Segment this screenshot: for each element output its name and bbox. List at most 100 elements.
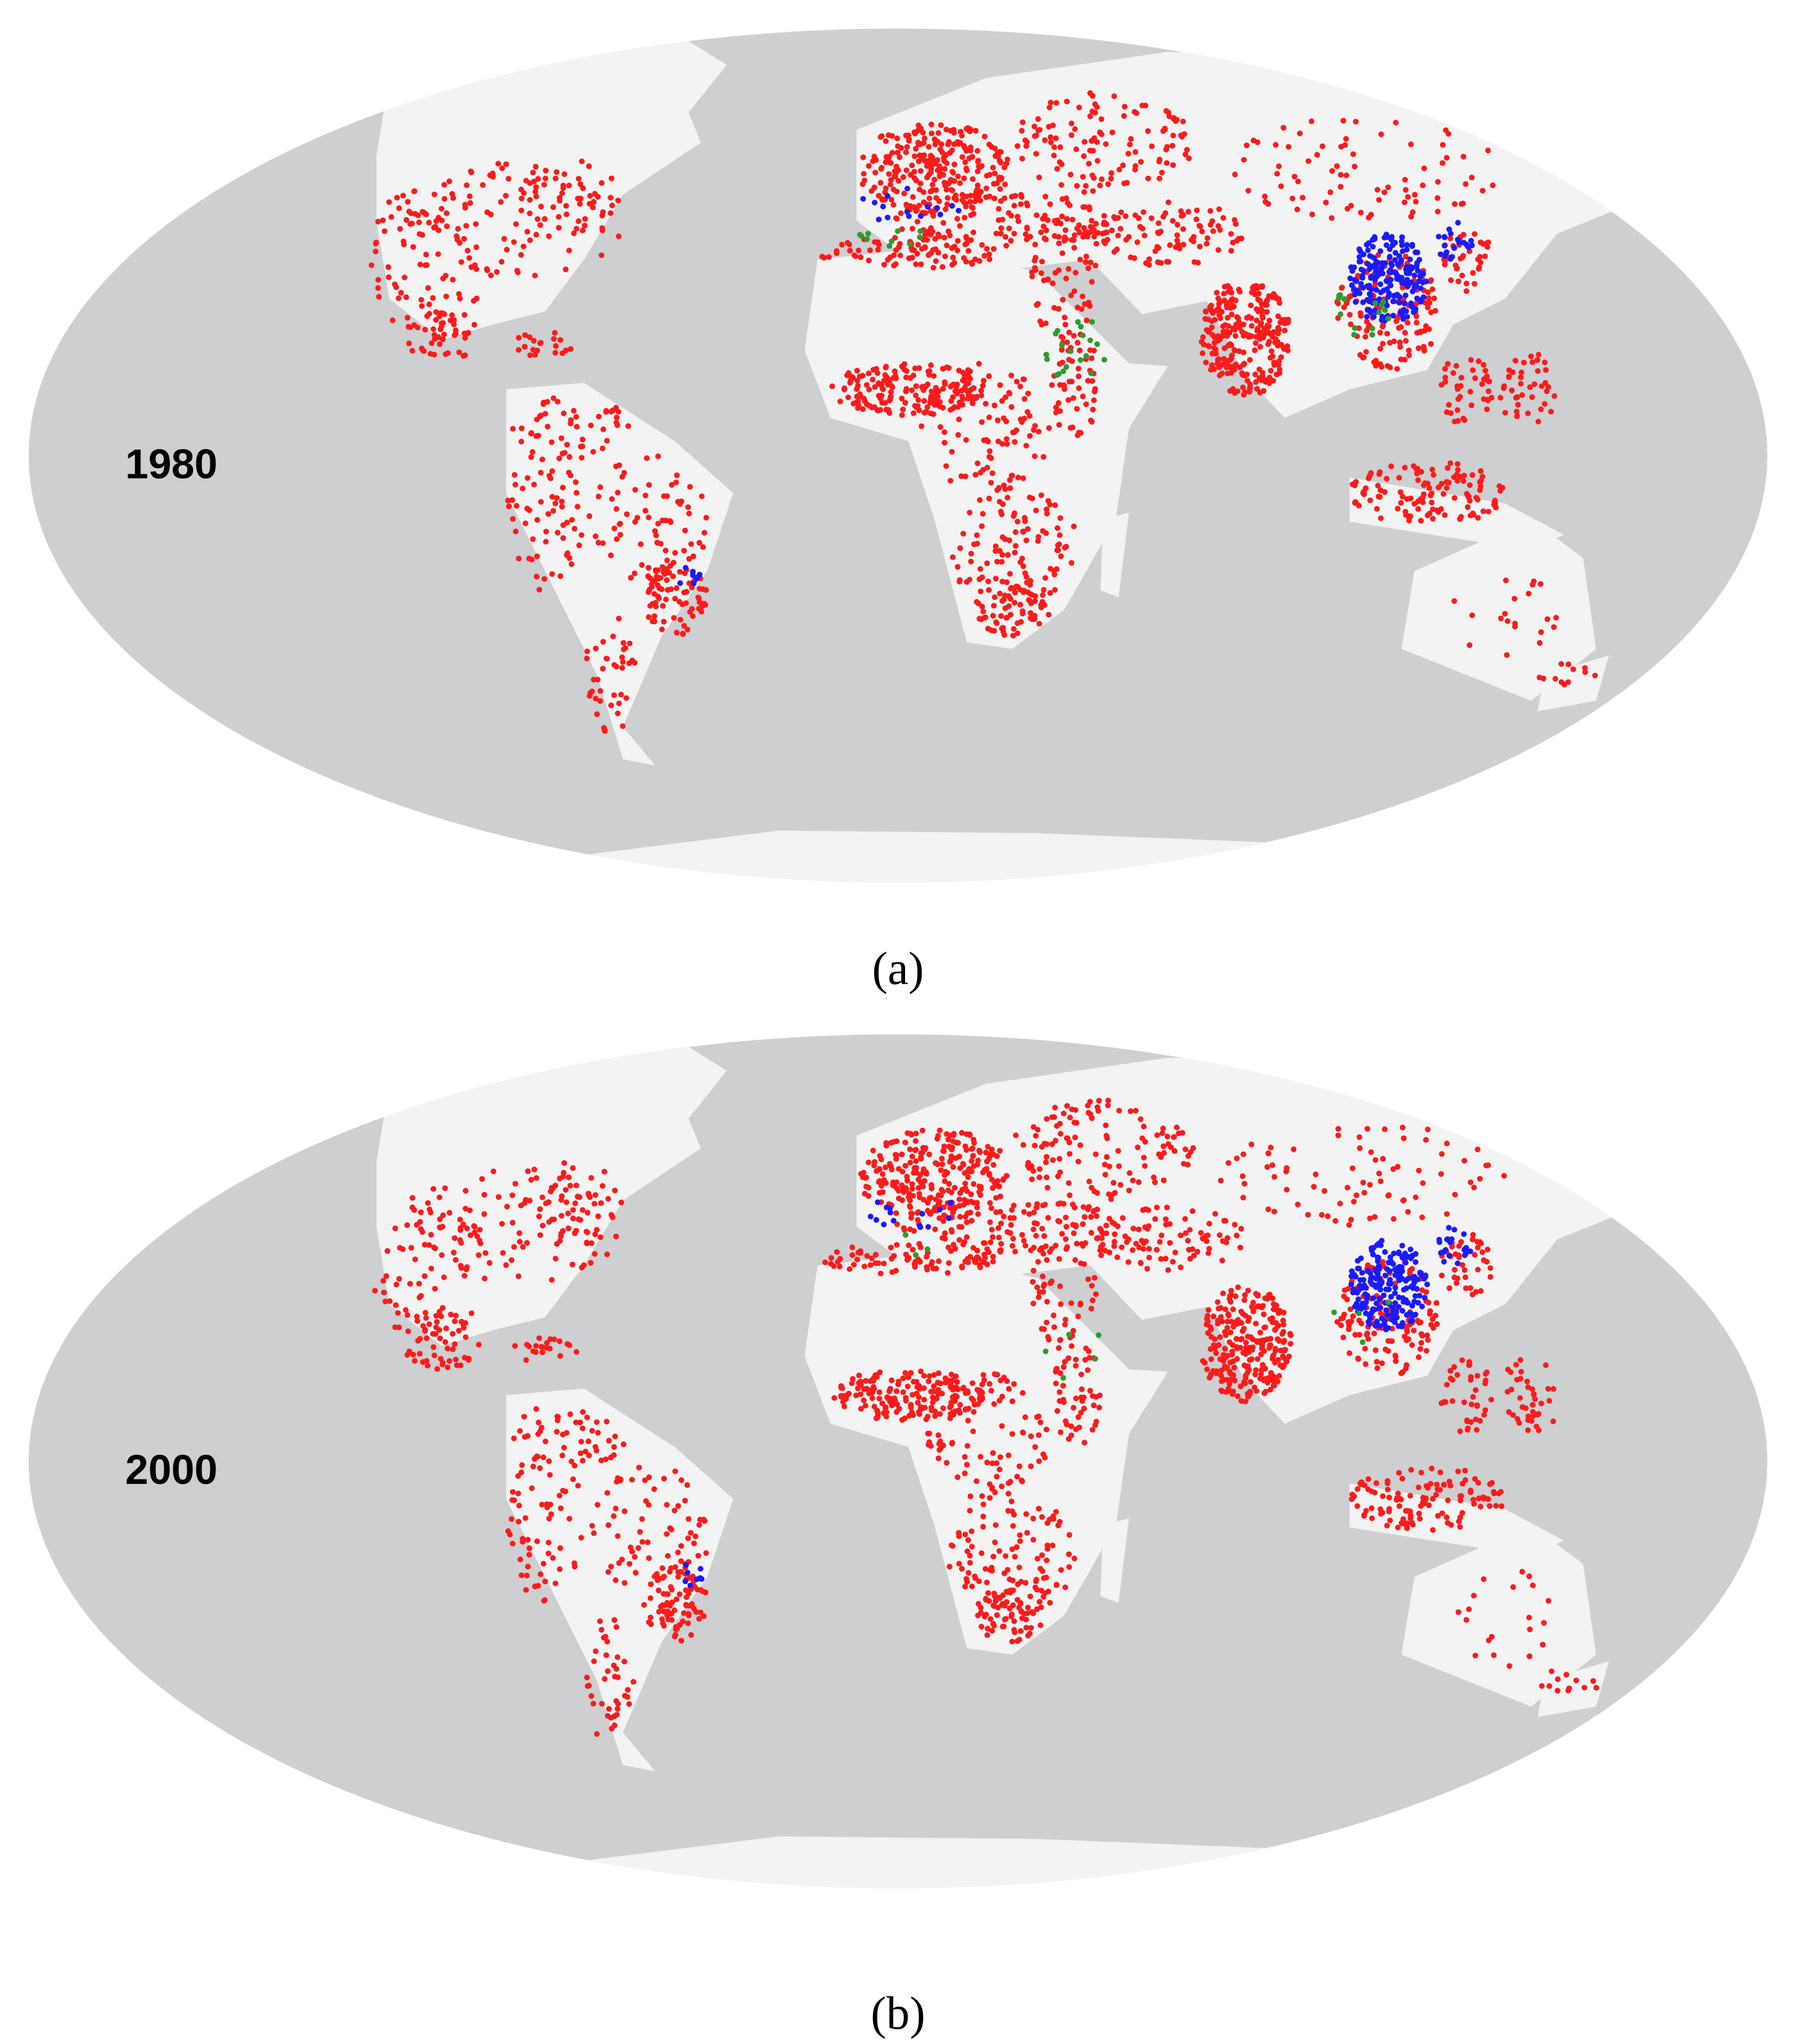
site-dot — [1372, 1157, 1378, 1163]
site-dot — [976, 497, 983, 503]
site-dot — [839, 241, 845, 248]
site-dot — [563, 211, 570, 217]
site-dot — [1211, 339, 1217, 346]
site-dot — [1080, 174, 1086, 180]
site-dot — [883, 1413, 890, 1420]
site-dot — [571, 407, 577, 414]
site-dot — [536, 1213, 542, 1220]
site-dot — [604, 1251, 610, 1257]
site-dot — [836, 1263, 843, 1270]
site-dot — [1400, 1125, 1406, 1130]
site-dot — [1007, 570, 1013, 577]
site-dot — [580, 1262, 587, 1268]
site-dot — [471, 321, 477, 328]
site-dot — [926, 144, 932, 150]
site-dot — [1425, 1127, 1431, 1132]
site-dot — [1105, 237, 1110, 243]
site-dot — [881, 1261, 887, 1266]
site-dot — [629, 657, 636, 663]
site-dot — [1035, 1294, 1042, 1300]
site-dot — [940, 1218, 947, 1224]
site-dot — [837, 398, 843, 405]
site-dot — [1055, 1201, 1062, 1207]
site-dot — [922, 232, 928, 238]
site-dot — [523, 1587, 529, 1593]
site-dot — [894, 1401, 901, 1408]
site-dot — [1223, 1365, 1229, 1372]
site-dot — [1036, 1458, 1042, 1464]
site-dot — [1058, 346, 1065, 353]
site-dot — [668, 1526, 675, 1533]
site-dot — [542, 1578, 548, 1585]
site-dot — [1377, 345, 1384, 352]
site-dot — [404, 1222, 411, 1229]
site-dot — [974, 1254, 980, 1260]
site-dot — [1416, 278, 1423, 284]
site-dot — [430, 1186, 437, 1192]
site-dot — [860, 406, 866, 413]
site-dot — [1463, 288, 1470, 294]
site-dot — [1480, 241, 1486, 247]
site-dot — [435, 251, 441, 257]
site-dot — [924, 237, 930, 243]
site-dot — [563, 1199, 570, 1205]
site-dot — [575, 176, 582, 182]
site-dot — [579, 455, 585, 461]
site-dot — [970, 229, 976, 235]
site-dot — [1462, 181, 1469, 187]
site-dot — [627, 640, 633, 647]
site-dot — [1087, 90, 1094, 96]
site-dot — [1340, 1315, 1346, 1321]
site-dot — [1409, 304, 1416, 311]
site-dot — [1348, 1216, 1354, 1223]
site-dot — [1470, 269, 1476, 276]
site-dot — [1208, 1371, 1214, 1377]
site-dot — [1174, 1124, 1180, 1130]
site-dot — [874, 370, 881, 377]
site-dot — [1541, 401, 1548, 407]
site-dot — [1067, 1192, 1073, 1198]
site-dot — [1377, 361, 1384, 368]
site-dot — [942, 253, 948, 259]
site-dot — [555, 214, 562, 220]
site-dot — [915, 122, 922, 128]
site-dot — [1092, 262, 1099, 269]
site-dot — [1272, 1327, 1278, 1333]
site-dot — [682, 1497, 688, 1504]
site-dot — [1385, 316, 1391, 322]
site-dot — [647, 602, 654, 609]
site-dot — [987, 1495, 993, 1501]
site-dot — [525, 1433, 531, 1439]
site-dot — [1121, 180, 1128, 187]
site-dot — [900, 174, 906, 180]
site-dot — [992, 1371, 998, 1377]
site-dot — [1426, 485, 1432, 491]
site-dot — [1477, 479, 1483, 485]
site-dot — [1228, 231, 1234, 237]
site-dot — [1484, 406, 1490, 413]
site-dot — [1046, 123, 1052, 130]
site-dot — [1258, 320, 1264, 327]
site-dot — [1053, 330, 1059, 337]
site-dot — [597, 698, 604, 704]
site-dot — [902, 1370, 908, 1376]
site-dot — [526, 507, 532, 513]
site-dot — [1344, 1184, 1351, 1191]
site-dot — [573, 1182, 579, 1189]
site-dot — [1341, 304, 1347, 311]
site-dot — [1367, 1182, 1373, 1188]
site-dot — [922, 158, 928, 164]
site-dot — [1205, 343, 1212, 349]
site-dot — [687, 1574, 693, 1581]
site-dot — [1351, 291, 1358, 298]
site-dot — [926, 252, 931, 259]
site-dot — [516, 556, 522, 562]
site-dot — [983, 400, 989, 407]
site-dot — [685, 1535, 691, 1542]
site-dot — [860, 181, 866, 187]
site-dot — [1403, 246, 1410, 253]
site-dot — [946, 139, 952, 145]
site-dot — [1444, 485, 1450, 491]
site-dot — [900, 1389, 906, 1395]
site-dot — [559, 1193, 565, 1199]
